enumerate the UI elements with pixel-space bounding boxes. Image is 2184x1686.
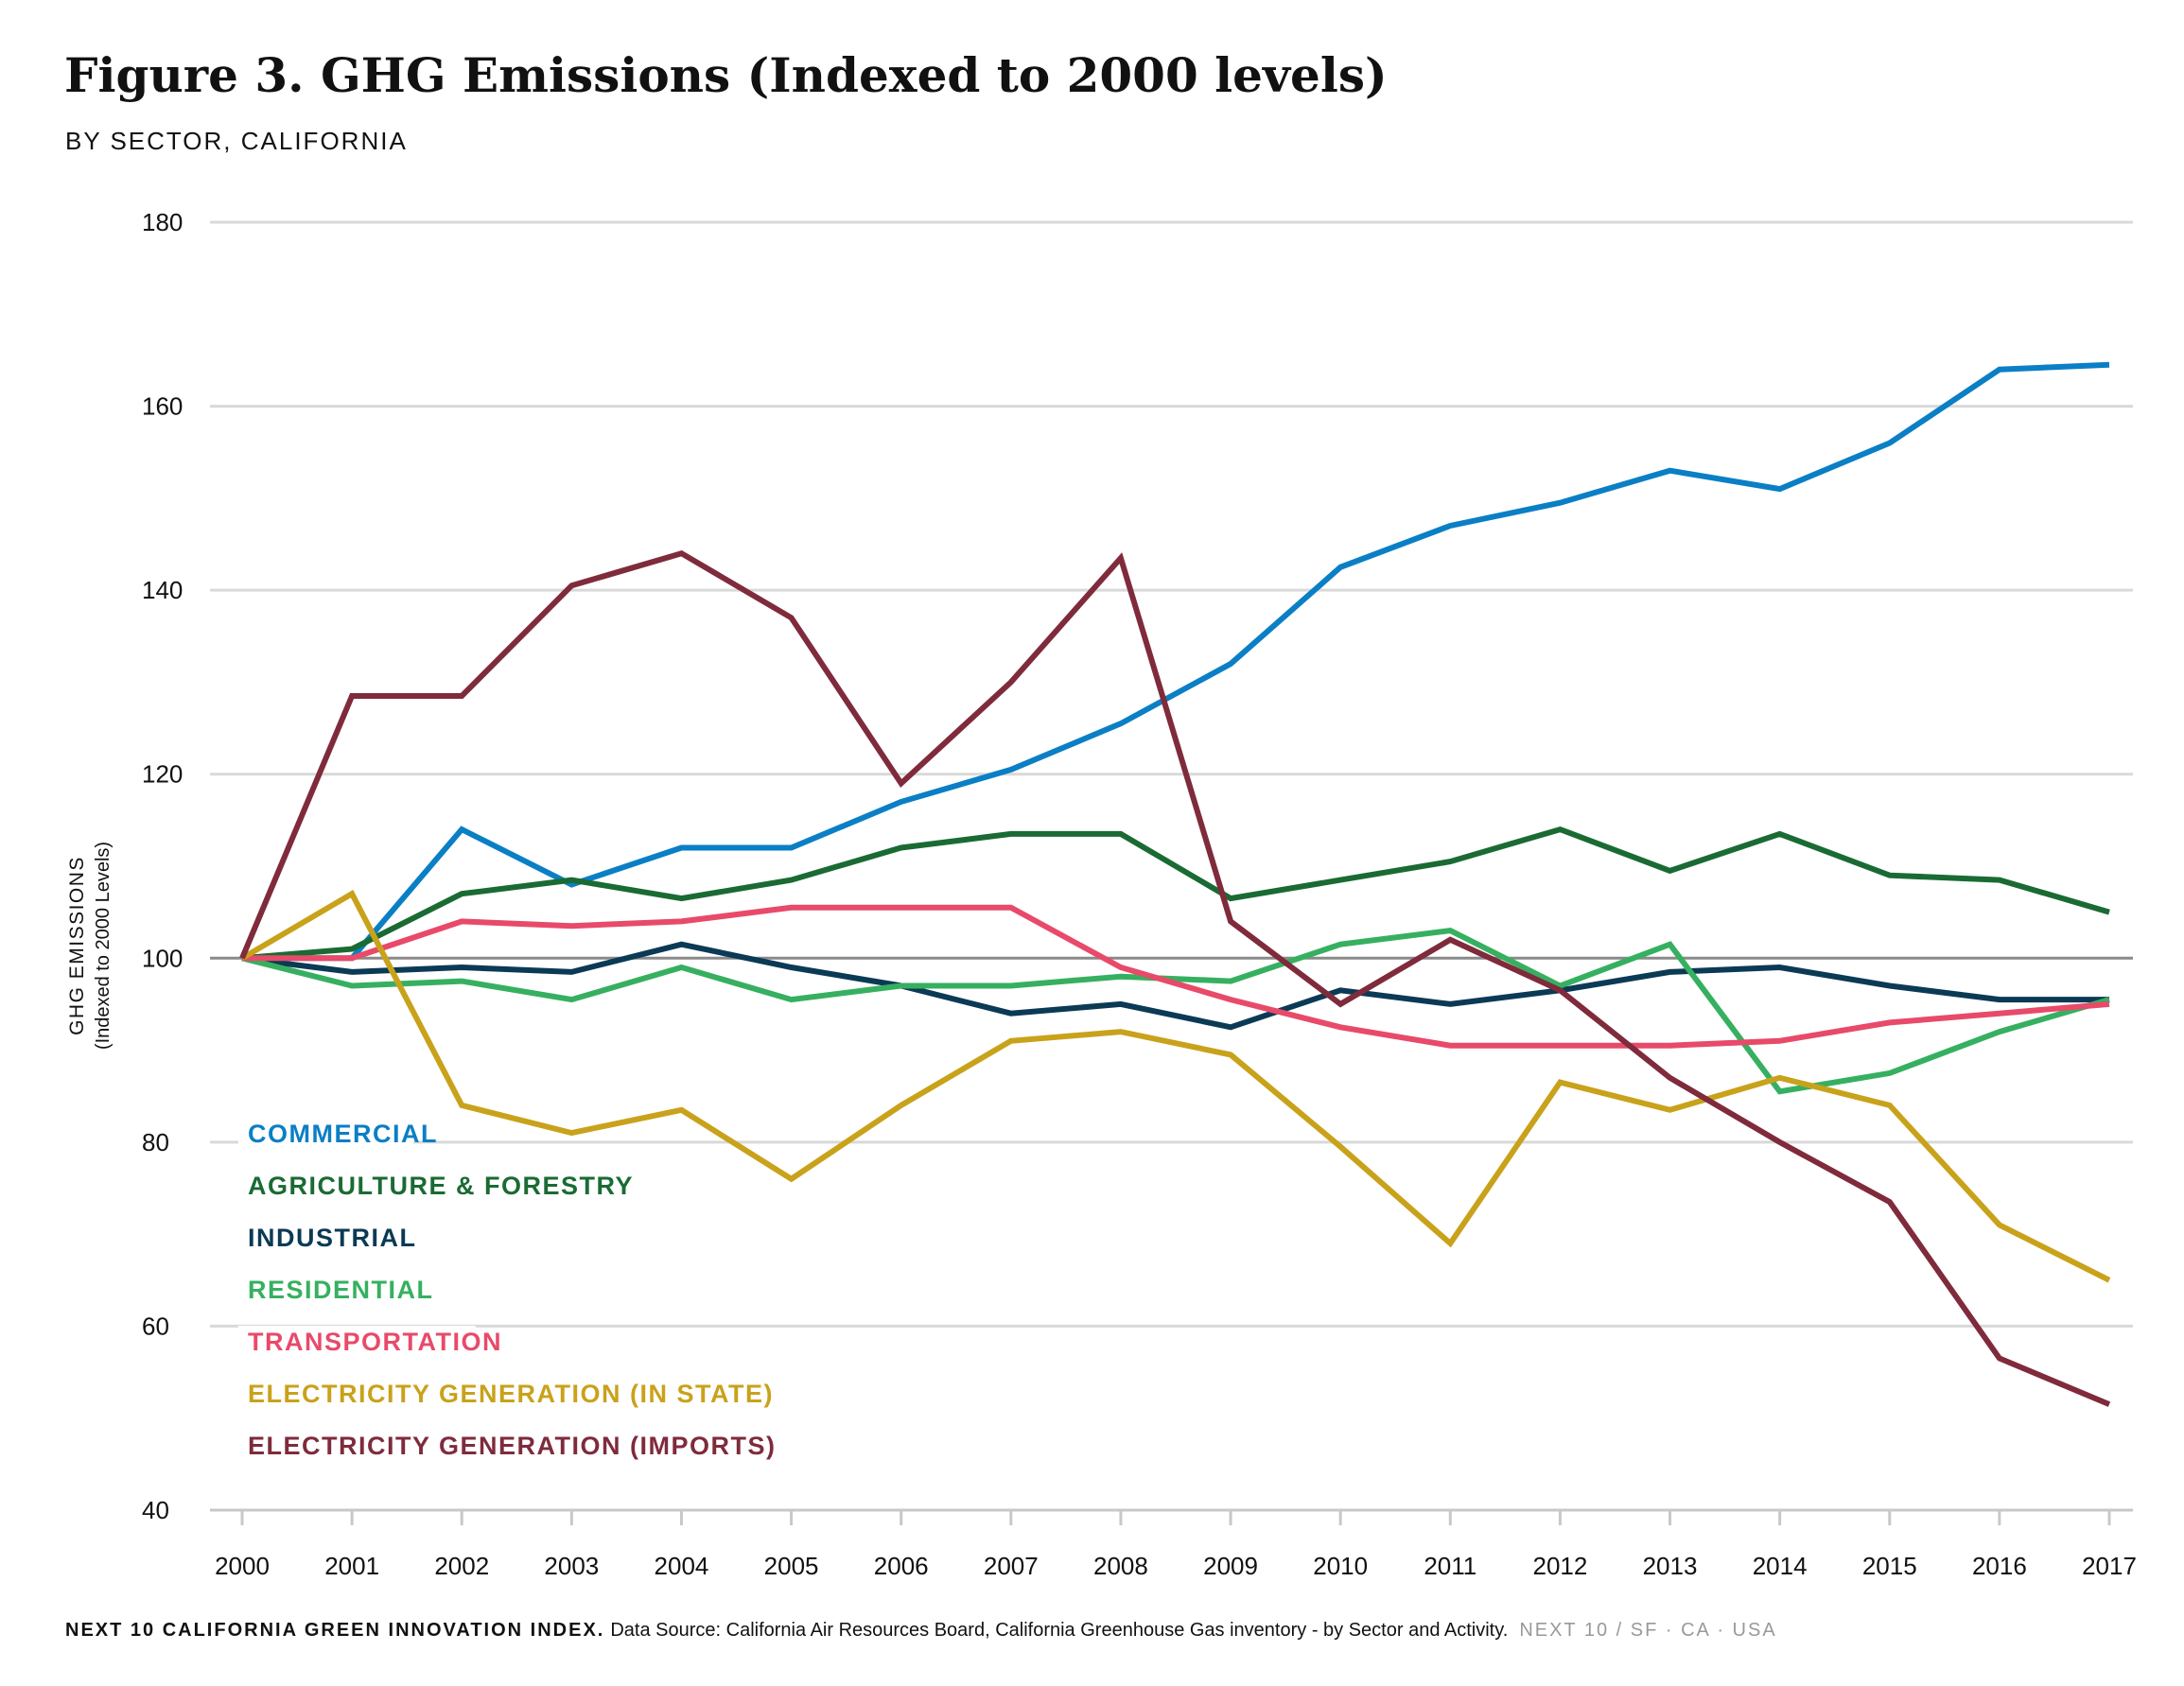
legend-item-label: TRANSPORTATION [248, 1328, 502, 1356]
series-line-residential [241, 928, 2110, 1095]
x-tick-label: 2007 [984, 1552, 1039, 1580]
x-tick-label: 2010 [1313, 1552, 1368, 1580]
legend: COMMERCIAL AGRICULTURE & FORESTRY INDUSTRI… [238, 1118, 777, 1464]
grid-lines [210, 220, 2133, 1512]
series-line-industrial [241, 941, 2109, 1031]
x-tick-label: 2009 [1203, 1552, 1258, 1580]
x-tick-label: 2012 [1532, 1552, 1587, 1580]
x-tick-label: 2013 [1643, 1552, 1698, 1580]
series-line-transportation [242, 904, 2110, 1049]
x-tick-label: 2011 [1424, 1552, 1476, 1580]
x-tick-label: 2003 [544, 1552, 599, 1580]
x-tick-label: 2006 [874, 1552, 929, 1580]
legend-item-label: ELECTRICITY GENERATION (IN STATE) [248, 1380, 774, 1408]
y-tick-label: 60 [142, 1312, 169, 1340]
x-tick-label: 2017 [2082, 1552, 2137, 1580]
y-axis-label: GHG EMISSIONS (Indexed to 2000 Levels) [66, 842, 114, 1050]
y-axis-label-sub: (Indexed to 2000 Levels) [93, 842, 114, 1050]
legend-backdrop [238, 1274, 429, 1308]
x-tick-label: 2001 [324, 1552, 379, 1580]
x-axis: 2000 2001 2002 2003 2004 2005 2006 2007 2008 2009… [215, 1510, 2137, 1580]
x-tick-label: 2014 [1753, 1552, 1808, 1580]
x-tick-label: 2005 [764, 1552, 819, 1580]
x-tick-label: 2004 [655, 1552, 709, 1580]
legend-backdrop [238, 1326, 476, 1360]
series-line-agriculture-forestry [241, 826, 2110, 962]
legend-item-label: AGRICULTURE & FORESTRY [248, 1172, 634, 1200]
series-line-commercial [242, 361, 2110, 962]
y-axis-title: GHG EMISSIONS (Indexed to 2000 Levels) [66, 842, 114, 1050]
x-tick-label: 2015 [1862, 1552, 1917, 1580]
legend-backdrop [238, 1170, 601, 1204]
x-tick-label: 2000 [215, 1552, 270, 1580]
legend-item-label: RESIDENTIAL [248, 1276, 434, 1304]
y-tick-label: 160 [142, 392, 183, 421]
x-tick-label: 2016 [1972, 1552, 2027, 1580]
legend-item-label: ELECTRICITY GENERATION (IMPORTS) [248, 1432, 777, 1460]
footer-brand: NEXT 10 / SF · CA · USA [1519, 1620, 1777, 1641]
y-tick-label: 180 [142, 208, 183, 236]
y-tick-label: 120 [142, 760, 183, 789]
legend-backdrop [238, 1430, 757, 1464]
chart-subtitle: BY SECTOR, CALIFORNIA [65, 127, 408, 155]
y-tick-label: 40 [142, 1496, 169, 1524]
footer: NEXT 10 CALIFORNIA GREEN INNOVATION INDE… [65, 1620, 1777, 1642]
x-tick-label: 2008 [1093, 1552, 1148, 1580]
series-line-electricity-generation-imports [239, 549, 2111, 1407]
legend-backdrop [238, 1378, 773, 1412]
legend-backdrop [238, 1118, 413, 1152]
y-tick-label: 100 [142, 944, 183, 972]
footer-source: Data Source: California Air Resources Bo… [610, 1620, 1509, 1641]
series-line-electricity-generation-in-state [240, 890, 2111, 1283]
footer-org: NEXT 10 CALIFORNIA GREEN INNOVATION INDE… [65, 1620, 605, 1641]
y-axis-ticks: 40 60 80 100 120 140 160 180 [142, 208, 183, 1524]
y-tick-label: 140 [142, 576, 183, 604]
legend-backdrop [238, 1222, 413, 1256]
y-tick-label: 80 [142, 1128, 169, 1156]
legend-item-label: INDUSTRIAL [248, 1224, 417, 1252]
chart-title: Figure 3. GHG Emissions (Indexed to 2000… [64, 47, 1388, 103]
y-axis-label-main: GHG EMISSIONS [66, 856, 88, 1035]
legend-item-label: COMMERCIAL [248, 1120, 438, 1148]
x-tick-label: 2002 [434, 1552, 489, 1580]
series-lines [239, 361, 2111, 1407]
